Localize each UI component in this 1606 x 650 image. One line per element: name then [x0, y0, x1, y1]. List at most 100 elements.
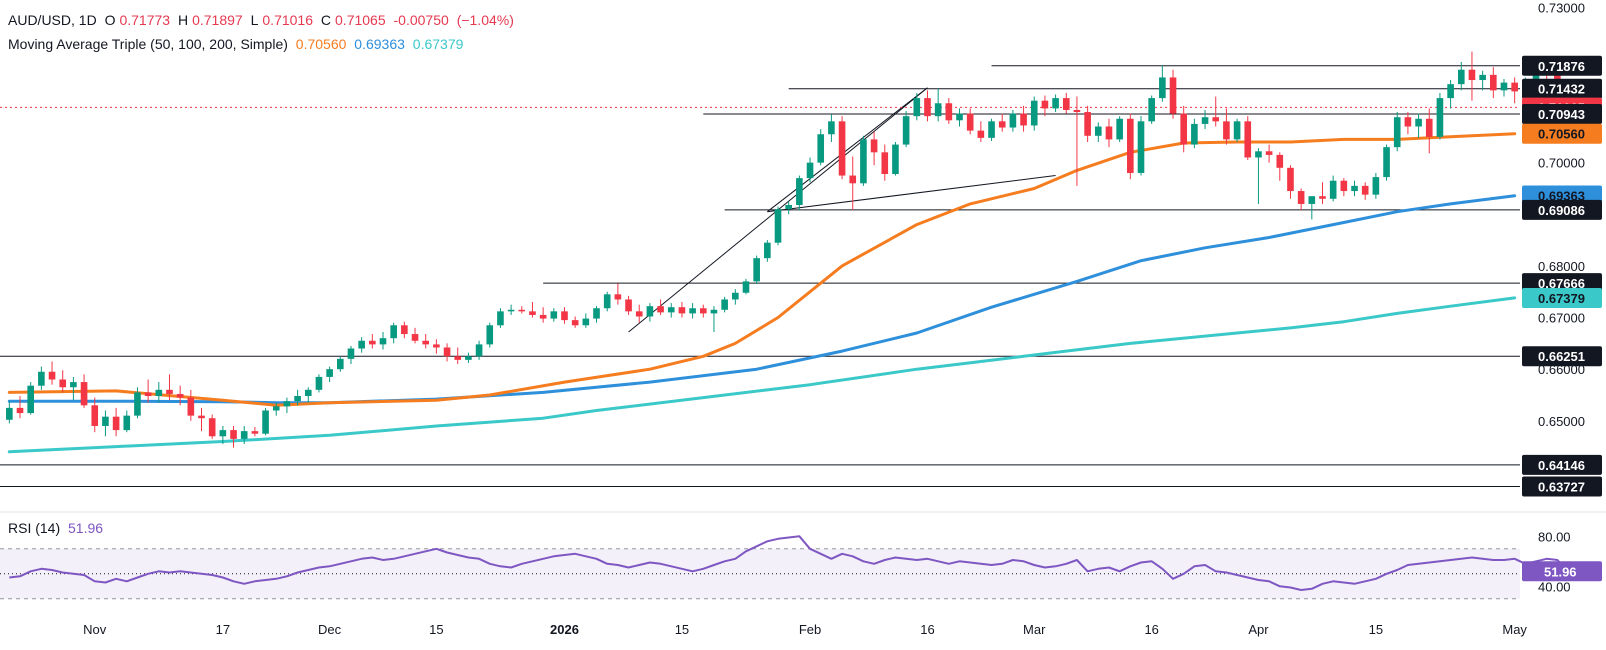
ohlc-legend: AUD/USD, 1D O 0.71773 H 0.71897 L 0.71016 C…: [8, 12, 518, 28]
candle-body: [1447, 84, 1454, 99]
candle-body: [294, 396, 301, 402]
candle: [1062, 92, 1070, 114]
candle: [80, 374, 88, 408]
candle: [1372, 172, 1380, 199]
candle: [881, 144, 889, 181]
candle: [742, 278, 750, 295]
candle-body: [422, 340, 430, 345]
candle-body: [806, 162, 814, 179]
candle: [475, 340, 483, 360]
candle-body: [155, 389, 163, 397]
candle-body: [1468, 69, 1476, 81]
candle-body: [1020, 113, 1027, 126]
candle: [732, 289, 739, 305]
candle: [379, 331, 387, 350]
candle: [902, 111, 910, 148]
candle: [1383, 144, 1390, 181]
candle: [1255, 148, 1262, 204]
candle: [913, 92, 921, 121]
candle: [1180, 105, 1188, 153]
candle-body: [764, 242, 771, 259]
candle-body: [913, 98, 921, 117]
candle: [102, 410, 109, 437]
candle-body: [1201, 117, 1209, 124]
candle-body: [262, 410, 269, 434]
candle: [838, 116, 846, 180]
candle: [1425, 108, 1433, 154]
candle: [892, 141, 899, 176]
candle-body: [593, 308, 600, 319]
candle: [571, 316, 579, 328]
candle-body: [251, 431, 259, 434]
candle: [166, 374, 173, 401]
candle: [1116, 116, 1123, 142]
candle-body: [689, 308, 696, 314]
price-tag-label: 0.70943: [1538, 107, 1585, 122]
candle: [785, 201, 792, 215]
candle-body: [1404, 117, 1412, 127]
high-value: 0.71897: [192, 12, 243, 28]
candle: [550, 308, 558, 322]
candle-body: [219, 430, 227, 437]
candle-body: [240, 431, 248, 439]
candle-body: [646, 306, 654, 317]
candle-body: [1436, 98, 1444, 137]
candle: [1361, 182, 1369, 200]
candle-body: [753, 258, 760, 282]
change-value: -0.00750: [393, 12, 449, 28]
close-value: 0.71065: [335, 12, 386, 28]
low-value: 0.71016: [262, 12, 313, 28]
candle: [1191, 118, 1198, 149]
candle-body: [1490, 74, 1497, 91]
candle: [123, 410, 131, 433]
candle: [582, 313, 590, 328]
candle: [401, 321, 408, 339]
candle-body: [1116, 118, 1123, 140]
candle: [646, 303, 654, 322]
candle-body: [208, 418, 216, 437]
candle: [1020, 105, 1027, 132]
candle-body: [411, 334, 419, 341]
candle-body: [369, 340, 376, 345]
change-percent: (−1.04%): [456, 12, 514, 28]
candle-body: [91, 405, 99, 426]
candle-body: [27, 385, 34, 414]
candle-body: [1062, 98, 1070, 110]
price-tag-label: 0.71432: [1538, 82, 1585, 97]
candle-body: [102, 416, 109, 426]
candle-body: [16, 407, 24, 414]
candle: [240, 425, 248, 445]
candle: [1415, 113, 1422, 138]
candle-body: [721, 299, 728, 310]
x-tick-label: 16: [1144, 622, 1158, 637]
x-tick-label: 15: [1369, 622, 1383, 637]
candle: [966, 108, 974, 135]
candle-body: [870, 139, 878, 153]
candle-body: [1030, 100, 1038, 126]
x-tick-label: 15: [675, 622, 689, 637]
price-tag-label: 0.66251: [1538, 349, 1585, 364]
ma-legend: Moving Average Triple (50, 100, 200, Sim…: [8, 36, 467, 52]
candle: [1073, 96, 1081, 186]
candle: [422, 334, 430, 349]
candle: [304, 387, 312, 403]
candle-body: [390, 325, 397, 339]
price-tag-label: 0.67666: [1538, 276, 1585, 291]
price-tick-label: 0.67000: [1538, 311, 1585, 326]
candle-body: [881, 152, 889, 175]
candle: [198, 407, 205, 432]
price-tag: [1522, 103, 1602, 124]
price-tag: [1522, 454, 1602, 475]
open-label: O: [104, 12, 116, 28]
candle-body: [742, 281, 750, 293]
candle-body: [1041, 100, 1049, 109]
candle: [828, 114, 835, 142]
candle-body: [1319, 196, 1326, 199]
candle: [326, 366, 333, 383]
candle-body: [347, 348, 355, 359]
candle-body: [454, 356, 462, 360]
trend-line: [767, 175, 1056, 213]
candle: [443, 343, 451, 362]
candle: [817, 129, 825, 166]
